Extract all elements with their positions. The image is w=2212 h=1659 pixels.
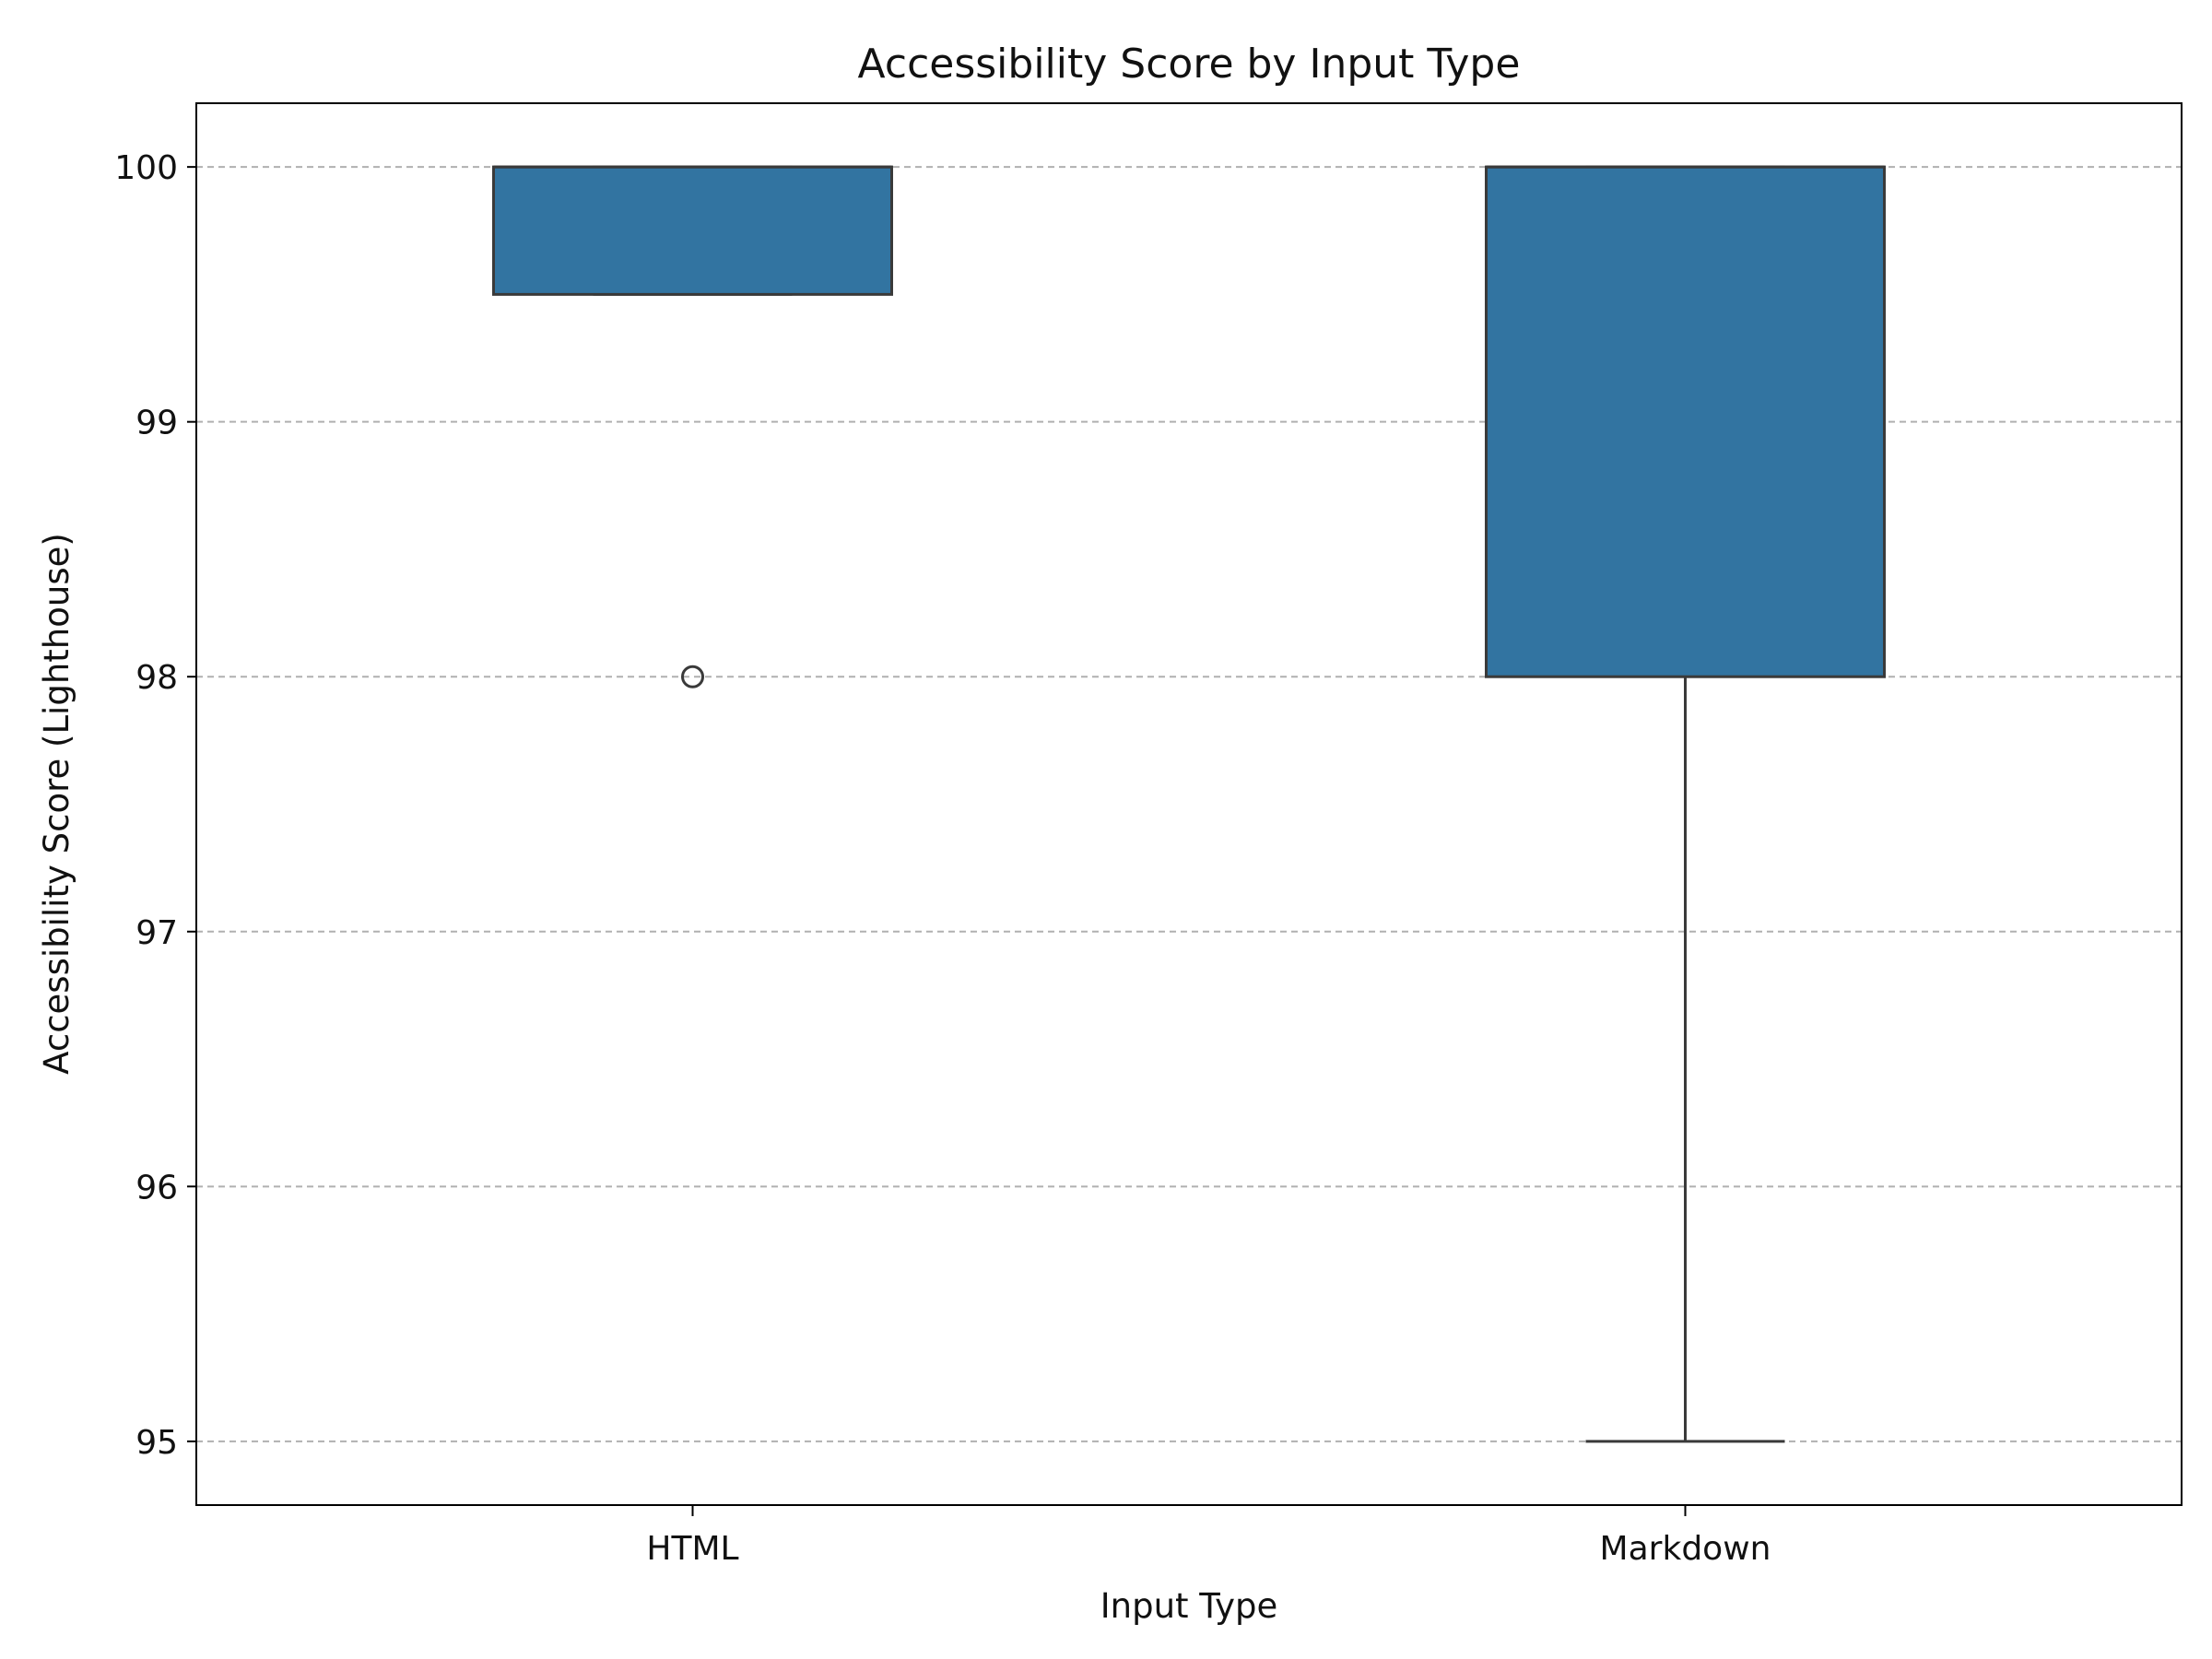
box-layer bbox=[492, 165, 1886, 1443]
outlier-point bbox=[681, 665, 704, 688]
x-axis-label: Input Type bbox=[1100, 1586, 1278, 1626]
y-tick-label: 95 bbox=[135, 1424, 178, 1462]
y-tick-label: 96 bbox=[135, 1169, 178, 1206]
y-tick-label: 99 bbox=[135, 405, 178, 442]
y-tick-label: 98 bbox=[135, 659, 178, 697]
box-markdown bbox=[1485, 165, 1886, 678]
plot-frame bbox=[195, 102, 2183, 1506]
x-tick-label: Markdown bbox=[1600, 1530, 1771, 1568]
tick-layer: 95 96 97 98 99 100 HTML Markdown bbox=[114, 149, 1771, 1568]
y-axis-label: Accessibility Score (Lighthouse) bbox=[37, 533, 76, 1075]
y-tick-label: 97 bbox=[135, 914, 178, 952]
box-html bbox=[492, 165, 893, 296]
y-tick-label: 100 bbox=[114, 149, 178, 187]
x-tick-label: HTML bbox=[646, 1530, 738, 1568]
chart-title: Accessibility Score by Input Type bbox=[858, 41, 1521, 88]
